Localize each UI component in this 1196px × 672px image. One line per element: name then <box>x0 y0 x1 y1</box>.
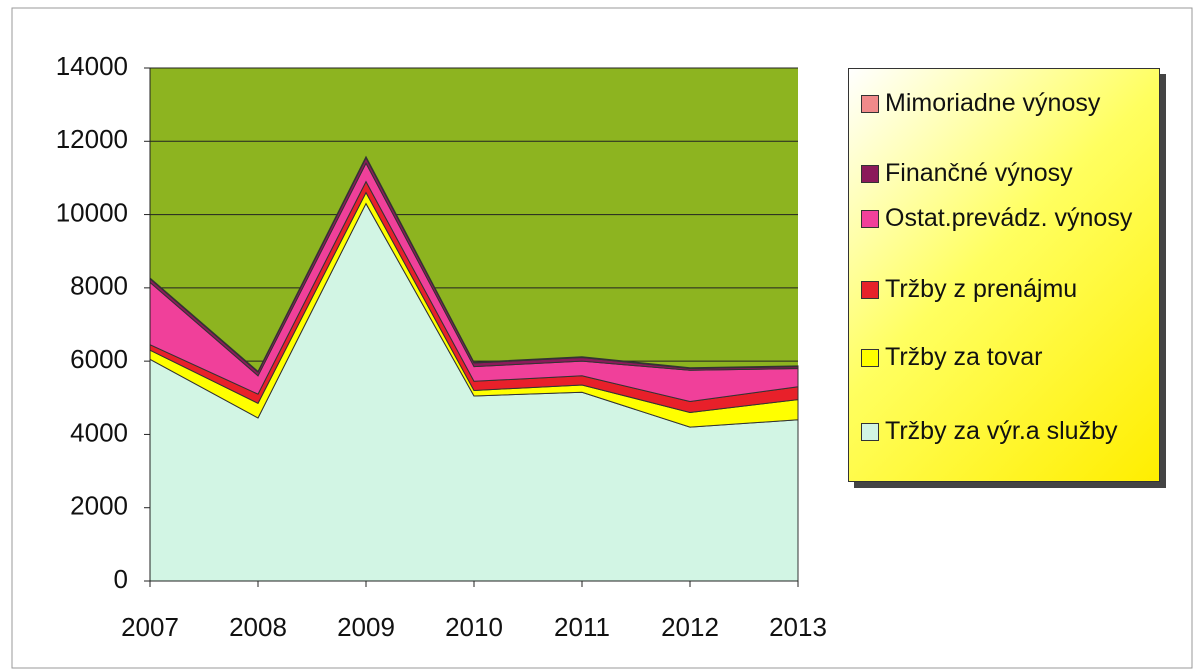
y-tick-label: 6000 <box>70 344 128 374</box>
legend-swatch <box>861 281 879 299</box>
legend-label: Ostat.prevádz. výnosy <box>885 204 1133 232</box>
legend-entry: Finančné výnosy <box>861 159 1153 188</box>
legend-swatch <box>861 165 879 183</box>
legend-entry: Tržby za tovar <box>861 343 1153 372</box>
legend-entry: Tržby za výr.a služby <box>861 417 1153 446</box>
legend-label: Mimoriadne výnosy <box>885 89 1101 117</box>
legend: Mimoriadne výnosy Finančné výnosy Ostat.pr… <box>848 68 1160 482</box>
legend-entry: Mimoriadne výnosy <box>861 89 1153 118</box>
legend-label: Tržby z prenájmu <box>885 275 1078 303</box>
legend-entry: Tržby z prenájmu <box>861 275 1153 304</box>
x-tick-label: 2013 <box>769 612 827 642</box>
y-tick-label: 12000 <box>56 124 128 154</box>
y-tick-label: 14000 <box>56 51 128 81</box>
legend-swatch <box>861 349 879 367</box>
x-tick-label: 2008 <box>229 612 287 642</box>
frame <box>11 7 1193 669</box>
x-tick-label: 2010 <box>445 612 503 642</box>
x-tick-label: 2012 <box>661 612 719 642</box>
y-tick-label: 10000 <box>56 197 128 227</box>
y-tick-label: 8000 <box>70 271 128 301</box>
legend-label: Tržby za tovar <box>885 343 1043 371</box>
legend-label: Finančné výnosy <box>885 159 1073 187</box>
legend-swatch <box>861 95 879 113</box>
area <box>149 155 799 373</box>
x-tick-label: 2007 <box>121 612 179 642</box>
y-tick-label: 0 <box>114 564 128 594</box>
y-tick-label: 4000 <box>70 417 128 447</box>
y-tick-label: 2000 <box>70 491 128 521</box>
x-tick-label: 2011 <box>554 612 610 642</box>
x-tick-label: 2009 <box>337 612 395 642</box>
legend-entry: Ostat.prevádz. výnosy <box>861 204 1153 233</box>
legend-swatch <box>861 210 879 228</box>
legend-label: Tržby za výr.a služby <box>885 417 1118 445</box>
legend-swatch <box>861 423 879 441</box>
